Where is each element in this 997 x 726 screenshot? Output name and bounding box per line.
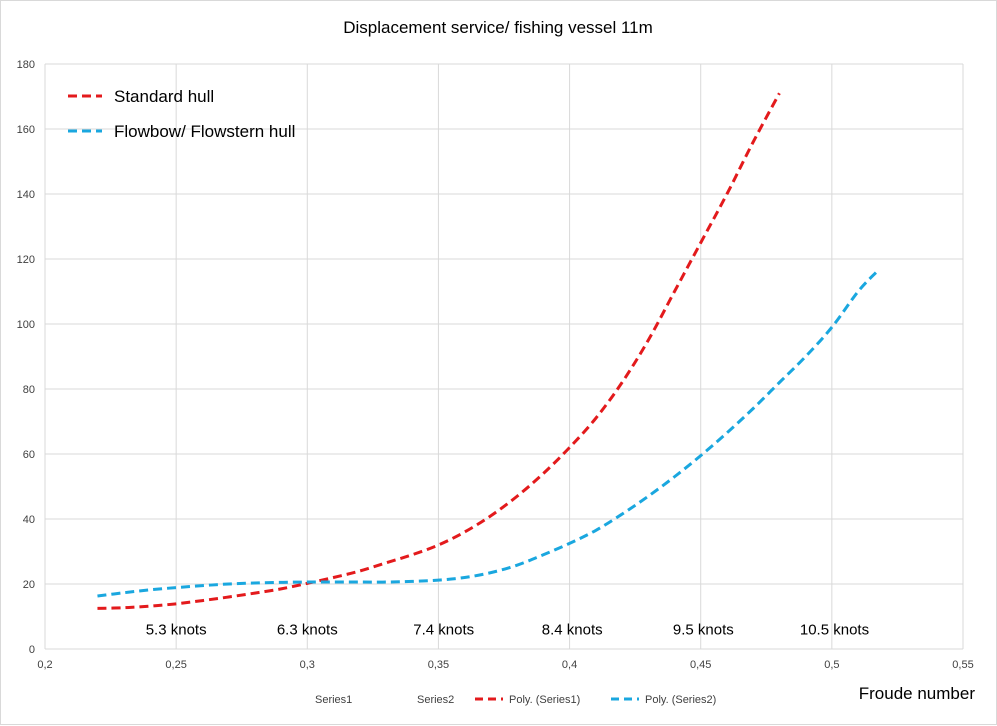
- series-line-1: [97, 92, 781, 610]
- y-tick-label: 120: [17, 254, 35, 266]
- y-tick-label: 80: [23, 384, 35, 396]
- chart-title: Displacement service/ fishing vessel 11m: [343, 18, 653, 37]
- axis-layer: 0 20 40 60 80 100 120 140 160 180 0,2 0,25 0,3 0,35 0,…: [17, 59, 974, 671]
- series-layer: [97, 92, 878, 610]
- x-tick-label: 0,25: [165, 659, 186, 671]
- y-tick-label: 100: [17, 319, 35, 331]
- y-tick-label: 0: [29, 644, 35, 656]
- x-tick-label: 0,55: [952, 659, 973, 671]
- knot-annotation: 5.3 knots: [146, 621, 207, 638]
- knot-annotation: 9.5 knots: [673, 621, 734, 638]
- grid-layer: [44, 63, 964, 650]
- series-line-2: [97, 270, 878, 598]
- x-tick-label: 0,4: [562, 659, 577, 671]
- annotation-layer: 5.3 knots 6.3 knots 7.4 knots 8.4 knots 9.5 …: [146, 621, 869, 638]
- legend-bottom-label: Series2: [417, 694, 454, 706]
- y-tick-label: 60: [23, 449, 35, 461]
- knot-annotation: 10.5 knots: [800, 621, 869, 638]
- legend-bottom: Series1 Series2 Poly. (Series1) Poly. (Seri…: [315, 694, 716, 706]
- y-tick-label: 180: [17, 59, 35, 71]
- x-tick-label: 0,5: [824, 659, 839, 671]
- x-tick-label: 0,2: [37, 659, 52, 671]
- legend-top: Standard hull Flowbow/ Flowstern hull: [68, 87, 295, 141]
- legend-bottom-label: Poly. (Series2): [645, 694, 716, 706]
- x-tick-label: 0,45: [690, 659, 711, 671]
- y-tick-label: 40: [23, 514, 35, 526]
- x-tick-label: 0,3: [300, 659, 315, 671]
- legend-bottom-label: Series1: [315, 694, 352, 706]
- legend-bottom-label: Poly. (Series1): [509, 694, 580, 706]
- knot-annotation: 7.4 knots: [413, 621, 474, 638]
- legend-top-label: Standard hull: [114, 87, 214, 106]
- y-tick-label: 20: [23, 579, 35, 591]
- legend-top-label: Flowbow/ Flowstern hull: [114, 122, 295, 141]
- knot-annotation: 6.3 knots: [277, 621, 338, 638]
- y-tick-label: 160: [17, 124, 35, 136]
- x-tick-label: 0,35: [428, 659, 449, 671]
- x-axis-label: Froude number: [859, 684, 976, 703]
- y-tick-label: 140: [17, 189, 35, 201]
- knot-annotation: 8.4 knots: [542, 621, 603, 638]
